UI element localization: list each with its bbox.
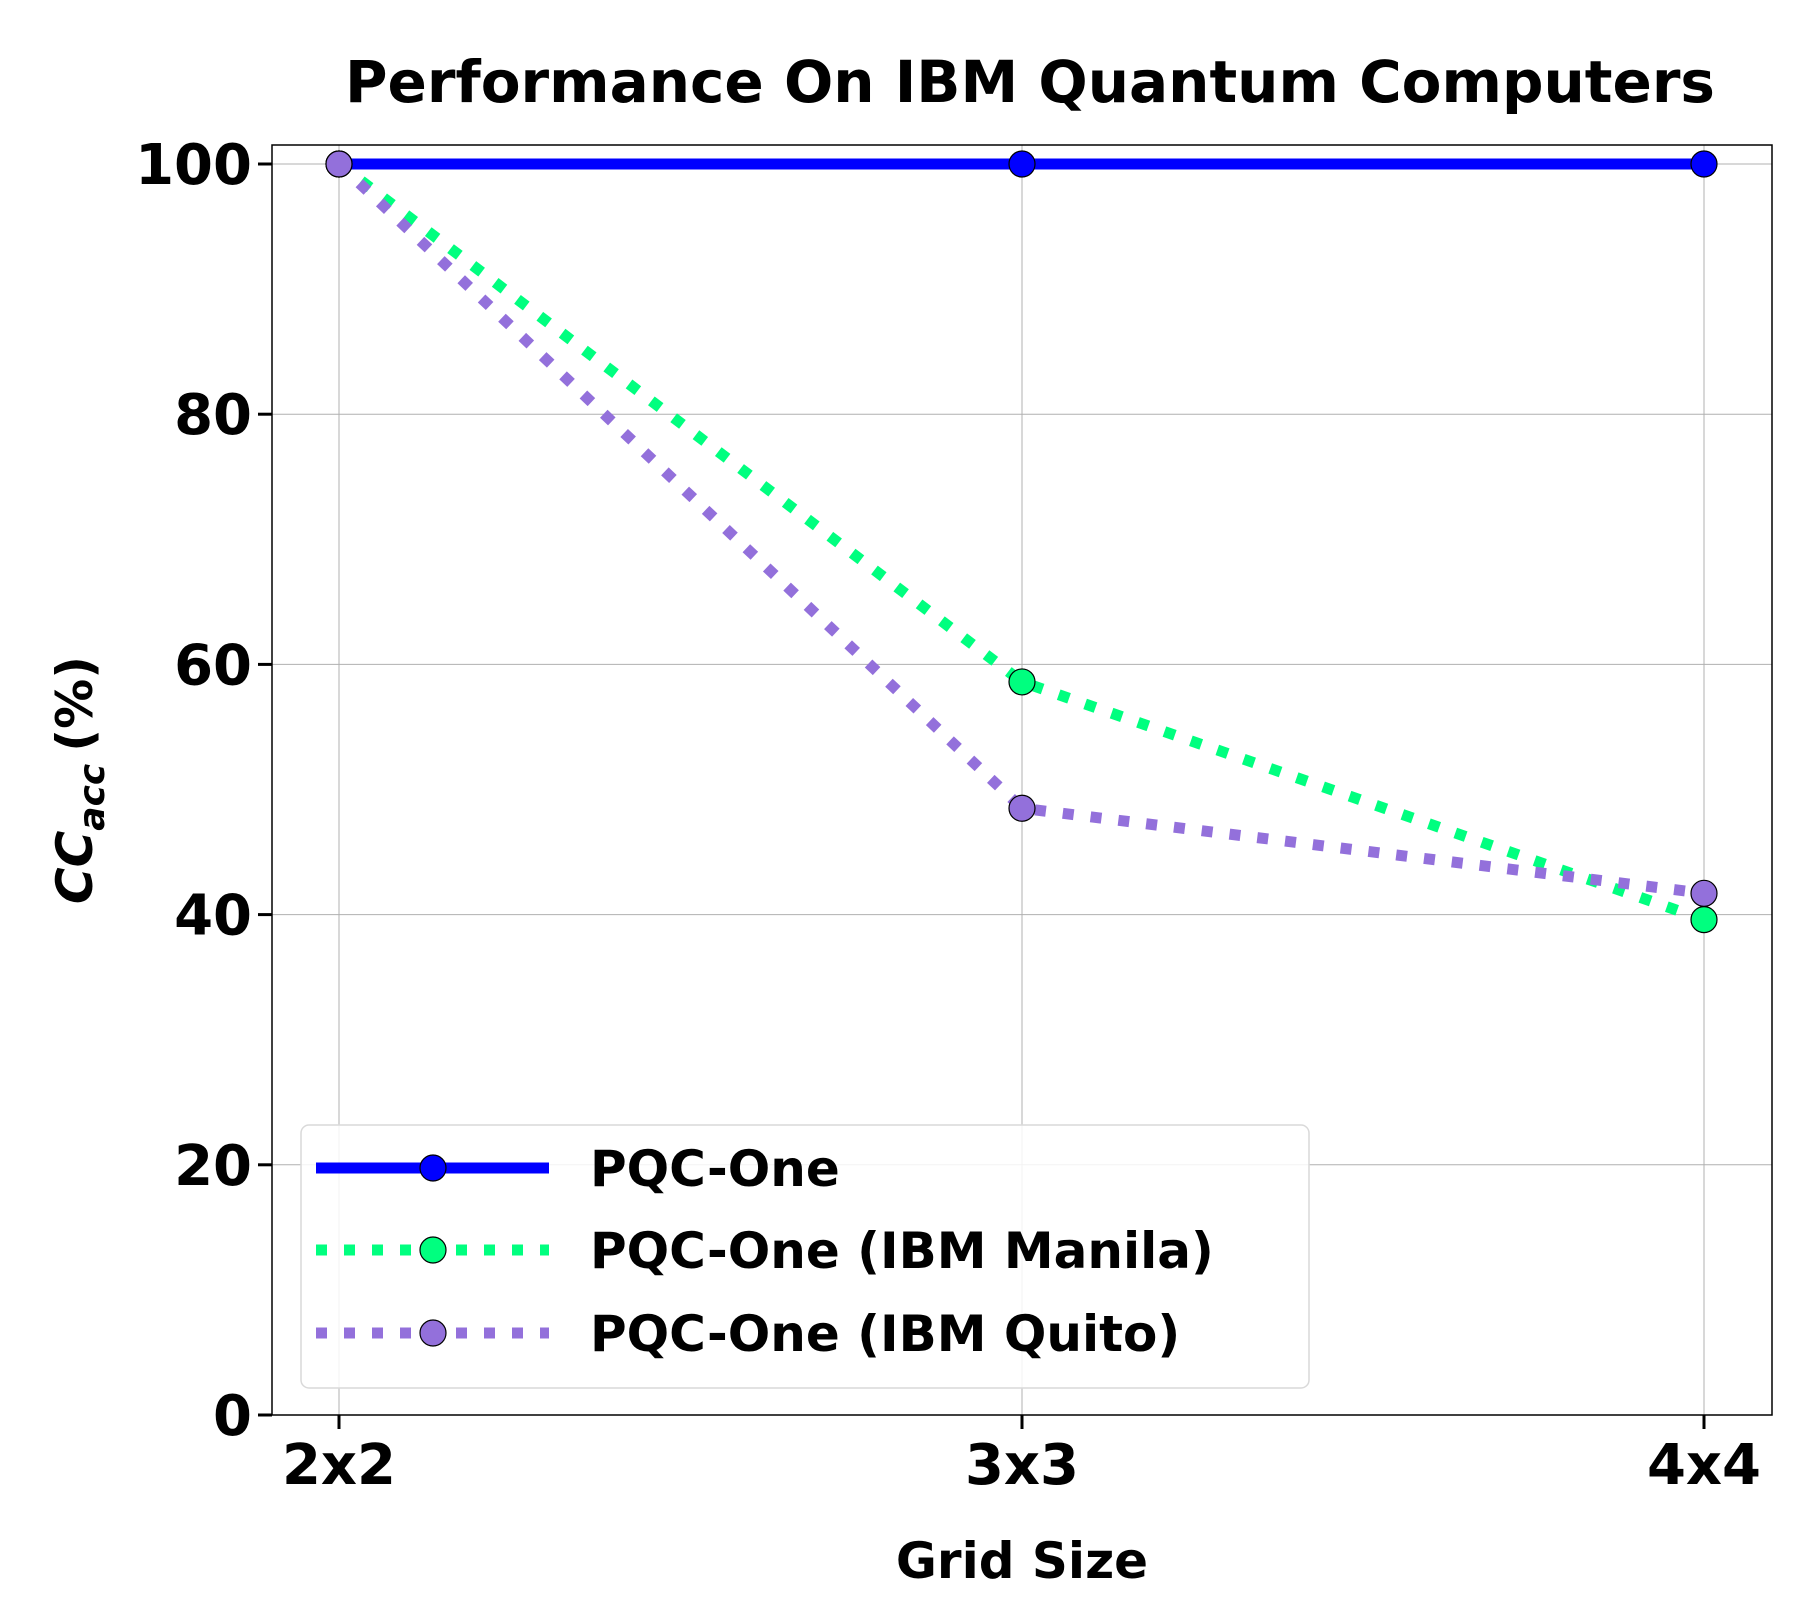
series-markers: [325, 150, 1718, 934]
series-point: [1008, 794, 1036, 822]
y-axis-label-unit: (%): [46, 656, 104, 752]
chart-title: Performance On IBM Quantum Computers: [345, 48, 1715, 116]
x-axis-label: Grid Size: [896, 1532, 1148, 1590]
series-point: [1008, 150, 1036, 178]
legend-marker: [419, 1319, 447, 1347]
x-tick-label: 4x4: [1647, 1433, 1761, 1498]
x-axis-ticks: 2x2 3x3 4x4: [282, 1415, 1761, 1498]
y-tick-label: 40: [174, 884, 252, 949]
series-point: [1690, 879, 1718, 907]
series-line: [335, 159, 1705, 899]
legend-marker: [419, 1154, 447, 1182]
series-line: [335, 159, 1706, 925]
y-axis-label-subscript: acc: [72, 764, 113, 831]
x-tick-label: 2x2: [282, 1433, 396, 1498]
legend-label: PQC-One (IBM Manila): [590, 1222, 1214, 1280]
legend-marker: [419, 1236, 447, 1264]
y-tick-label: 0: [213, 1384, 252, 1449]
y-tick-label: 60: [174, 633, 252, 698]
y-axis-ticks: 0 20 40 60 80 100: [135, 133, 272, 1449]
legend-label: PQC-One: [590, 1140, 840, 1198]
x-tick-label: 3x3: [965, 1433, 1079, 1498]
series-point: [1008, 668, 1036, 696]
y-tick-label: 20: [174, 1134, 252, 1199]
legend: PQC-One PQC-One (IBM Manila) PQC-One (IBM …: [300, 1124, 1310, 1389]
svg-text:CCacc(%): CCacc (%): [46, 656, 113, 904]
series-point: [1690, 150, 1718, 178]
y-axis-label: CCacc (%): [46, 656, 113, 904]
y-tick-label: 80: [174, 383, 252, 448]
y-tick-label: 100: [135, 133, 252, 198]
legend-box: [300, 1124, 1310, 1389]
legend-label: PQC-One (IBM Quito): [590, 1305, 1180, 1363]
y-axis-label-symbol: CC: [46, 830, 104, 904]
series-point: [1690, 906, 1718, 934]
series-point: [325, 150, 353, 178]
